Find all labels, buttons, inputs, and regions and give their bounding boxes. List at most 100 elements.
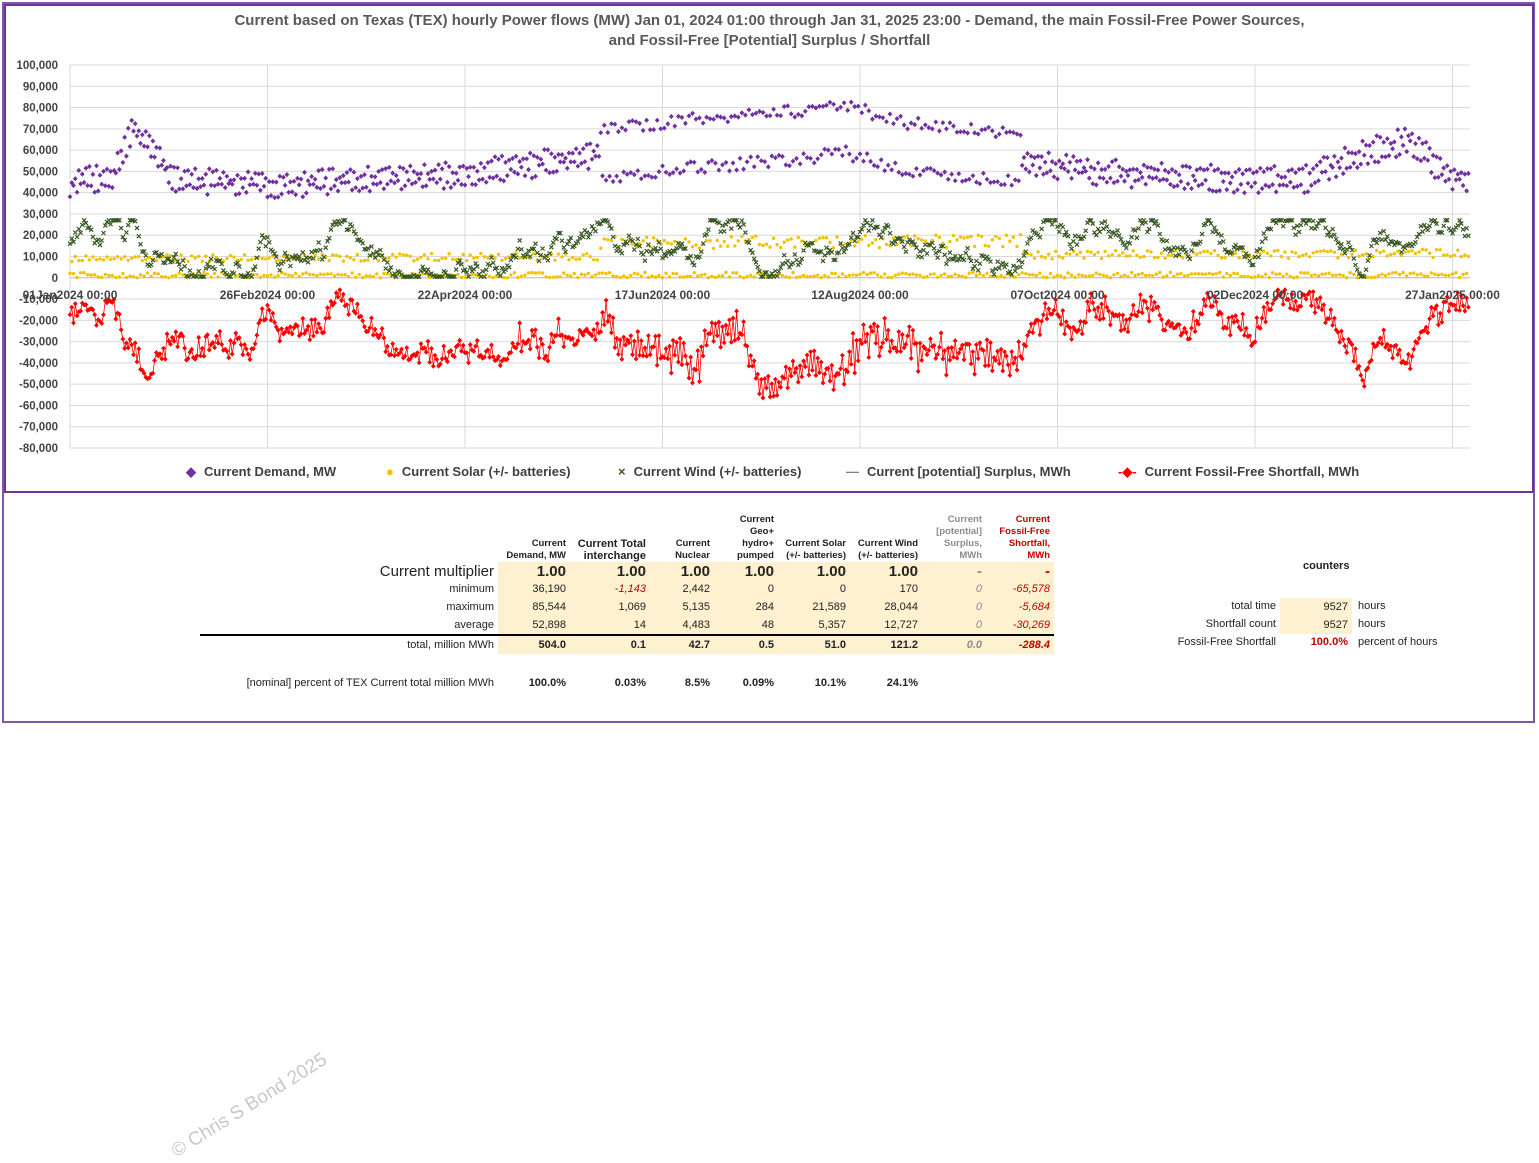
solar-point (819, 275, 823, 280)
demand-point (1441, 165, 1447, 171)
solar-point (115, 255, 120, 259)
solar-point (588, 254, 592, 259)
wind-point (293, 253, 299, 258)
wind-point (489, 255, 494, 261)
solar-point (436, 258, 441, 263)
wind-point (333, 222, 339, 228)
demand-point (802, 108, 808, 114)
demand-point (623, 127, 628, 133)
solar-point (886, 275, 890, 280)
solar-point (953, 272, 957, 276)
solar-point (579, 272, 584, 276)
wind-point (898, 235, 904, 241)
demand-point (147, 133, 152, 139)
solar-point (741, 276, 746, 280)
demand-point (526, 167, 531, 173)
y-tick-label: -10,000 (19, 294, 58, 306)
wind-point (1418, 223, 1424, 229)
demand-point (954, 129, 960, 135)
solar-point (1152, 255, 1157, 260)
demand-point (434, 180, 440, 186)
demand-point (1108, 175, 1113, 181)
table-row-average: average 52,898 14 4,483 48 5,357 12,727 … (200, 616, 1054, 635)
demand-point (1347, 164, 1353, 170)
wind-point (945, 257, 951, 263)
solar-point (560, 255, 564, 259)
solar-point (322, 272, 326, 277)
wind-point (1060, 224, 1066, 230)
wind-point (1397, 241, 1403, 246)
solar-point (1121, 251, 1125, 255)
demand-point (437, 176, 443, 182)
wind-point (942, 252, 948, 258)
demand-point (1125, 172, 1131, 179)
wind-point (589, 223, 595, 229)
demand-point (450, 170, 456, 176)
wind-point (972, 263, 978, 269)
demand-point (905, 126, 910, 132)
wind-point (99, 238, 105, 243)
demand-point (1210, 188, 1216, 194)
solar-point (1373, 275, 1377, 279)
solar-point (493, 256, 497, 260)
demand-point (773, 155, 778, 161)
solar-point (364, 274, 368, 278)
counter-unit-shortfall-count: hours (1358, 618, 1386, 630)
solar-point (726, 244, 730, 248)
solar-point (470, 273, 474, 277)
demand-point (159, 162, 165, 168)
wind-point (809, 240, 815, 246)
demand-point (222, 185, 228, 191)
demand-point (774, 112, 780, 118)
wind-point (1069, 246, 1075, 252)
wind-point (1245, 253, 1251, 259)
wind-point (97, 242, 103, 248)
solar-point (980, 234, 984, 239)
demand-point (154, 144, 159, 151)
solar-point (200, 259, 204, 263)
demand-point (691, 159, 697, 165)
demand-point (877, 114, 882, 120)
chart-title-line1: Current based on Texas (TEX) hourly Powe… (234, 12, 1305, 29)
x-tick-label: 26Feb2024 00:00 (220, 288, 316, 302)
wind-point (852, 238, 858, 244)
wind-point (90, 234, 96, 240)
solar-point (1101, 273, 1106, 277)
solar-point (678, 275, 682, 279)
solar-point (1106, 254, 1111, 258)
solar-point (1323, 272, 1328, 276)
demand-point (542, 147, 547, 153)
wind-point (349, 224, 355, 229)
demand-point (1180, 163, 1186, 169)
solar-point (1436, 273, 1441, 277)
demand-point (303, 190, 309, 196)
wind-point (1129, 234, 1135, 240)
solar-point (1059, 274, 1063, 278)
solar-point (177, 271, 181, 275)
wind-point (645, 242, 651, 248)
chart-plot: 100,00090,00080,00070,00060,00050,00040,… (16, 60, 1500, 455)
solar-point (75, 275, 79, 280)
demand-point (924, 165, 930, 172)
wind-point (1337, 245, 1343, 251)
wind-point (235, 260, 240, 266)
demand-point (474, 168, 480, 174)
wind-point (118, 225, 124, 231)
wind-point (153, 249, 159, 255)
solar-point (888, 244, 892, 248)
y-tick-label: 20,000 (23, 230, 58, 242)
demand-point (1443, 178, 1448, 184)
solar-point (316, 257, 321, 261)
wind-point (1150, 217, 1156, 223)
wind-point (123, 230, 129, 235)
demand-point (564, 165, 570, 171)
solar-point (1440, 272, 1444, 277)
wind-point (1176, 252, 1182, 258)
solar-point (662, 238, 666, 243)
solar-point (611, 274, 615, 278)
solar-point (1306, 271, 1310, 275)
demand-point (852, 104, 858, 110)
wind-point (631, 247, 637, 253)
demand-point (1030, 162, 1036, 168)
demand-point (497, 177, 503, 183)
